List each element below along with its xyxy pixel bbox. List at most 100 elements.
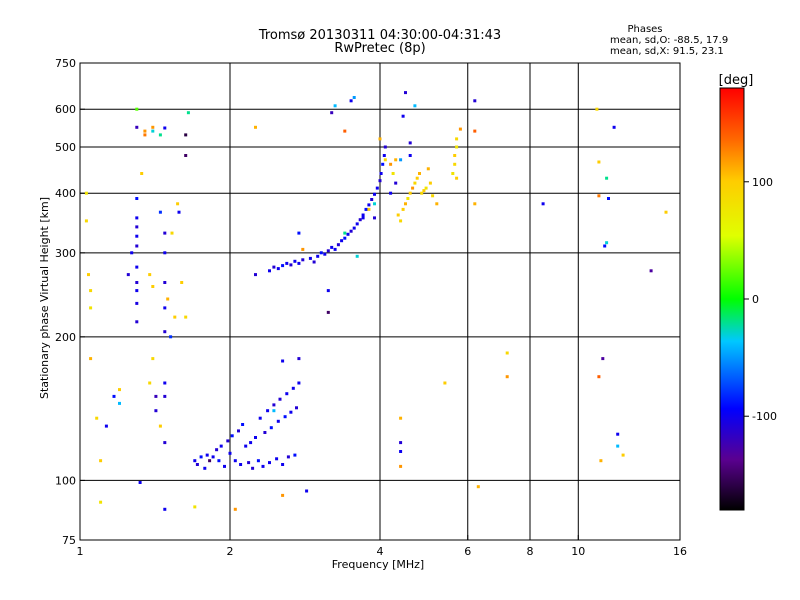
data-point — [219, 444, 223, 448]
chart-title: Tromsø 20130311 04:30:00-04:31:43 — [258, 28, 501, 43]
x-tick-labels: 1 2 4 6 8 10 16 — [77, 535, 687, 558]
y-tick-label: 200 — [55, 331, 76, 344]
stats-line-x: mean, sd,X: 91.5, 23.1 — [610, 46, 724, 57]
data-point — [140, 172, 144, 175]
data-point — [135, 265, 139, 269]
data-point — [355, 222, 359, 226]
data-point — [364, 207, 368, 211]
data-point — [399, 450, 403, 453]
data-point — [256, 459, 260, 463]
y-tick-label: 75 — [62, 534, 76, 547]
data-point — [408, 141, 412, 145]
data-point — [297, 357, 301, 361]
data-point — [143, 129, 147, 133]
data-point — [268, 461, 271, 465]
x-tick-label: 1 — [77, 545, 84, 558]
data-point — [244, 444, 248, 448]
data-point — [163, 394, 167, 398]
data-point — [148, 381, 152, 385]
x-axis-label: Frequency [MHz] — [332, 558, 424, 571]
data-point — [151, 129, 155, 133]
data-point — [281, 359, 285, 363]
data-point — [323, 252, 327, 256]
data-point — [616, 444, 620, 448]
data-point — [424, 186, 428, 190]
data-point — [455, 176, 459, 180]
data-point — [458, 127, 462, 131]
data-point — [297, 231, 301, 235]
data-point — [473, 99, 477, 103]
data-point — [431, 194, 435, 198]
stats-heading: Phases — [627, 24, 662, 35]
data-point — [158, 133, 162, 137]
data-point — [163, 251, 167, 255]
data-point — [87, 273, 90, 277]
data-point — [408, 154, 412, 157]
data-point — [84, 219, 88, 223]
data-point — [383, 158, 387, 162]
data-point — [297, 381, 301, 385]
data-point — [373, 192, 376, 196]
data-point — [237, 429, 240, 433]
data-point — [382, 154, 386, 157]
data-point — [352, 226, 356, 230]
data-point — [601, 357, 605, 361]
data-point — [367, 203, 371, 207]
data-point — [361, 216, 365, 220]
data-point — [379, 172, 383, 175]
data-point — [612, 125, 616, 129]
data-point — [173, 315, 177, 319]
data-point — [453, 154, 457, 157]
data-point — [285, 261, 289, 265]
data-point — [301, 247, 305, 251]
data-point — [276, 267, 280, 271]
data-point — [340, 239, 344, 243]
data-point — [411, 186, 415, 190]
x-tick-label: 8 — [527, 545, 534, 558]
data-point — [249, 441, 253, 445]
data-point — [135, 301, 139, 305]
y-tick-label: 100 — [55, 474, 76, 487]
data-point — [420, 191, 424, 195]
data-point — [269, 426, 273, 430]
x-tick-label: 6 — [464, 545, 471, 558]
data-point — [184, 154, 188, 157]
data-point — [361, 213, 365, 217]
data-point — [367, 207, 371, 211]
data-point — [599, 459, 603, 463]
data-point — [104, 424, 108, 428]
data-point — [428, 181, 432, 185]
data-point — [373, 202, 376, 206]
data-point — [203, 466, 207, 470]
data-point — [316, 254, 320, 258]
data-point — [355, 254, 359, 258]
data-point — [89, 306, 93, 310]
data-point — [370, 198, 374, 201]
data-point — [346, 232, 350, 236]
x-tick-label: 16 — [673, 545, 687, 558]
data-point — [135, 216, 139, 220]
data-point — [305, 489, 309, 493]
x-tick-label: 2 — [227, 545, 234, 558]
data-point — [308, 256, 312, 260]
data-point — [135, 125, 139, 129]
data-point — [241, 423, 245, 426]
data-point — [281, 493, 285, 497]
data-point — [616, 432, 620, 436]
data-point — [399, 441, 403, 445]
data-point — [401, 114, 405, 118]
data-point — [163, 507, 167, 511]
data-point — [413, 104, 417, 108]
data-point — [226, 439, 230, 443]
data-point — [247, 461, 251, 465]
data-point — [326, 310, 330, 314]
data-point — [375, 186, 379, 190]
data-point — [373, 216, 376, 220]
y-tick-label: 500 — [55, 141, 76, 154]
colorbar-ticks: 100 0 -100 — [744, 176, 777, 423]
data-point — [95, 416, 99, 420]
data-point — [184, 133, 188, 137]
data-point — [233, 507, 237, 511]
data-point — [281, 463, 285, 466]
data-point — [406, 197, 410, 200]
